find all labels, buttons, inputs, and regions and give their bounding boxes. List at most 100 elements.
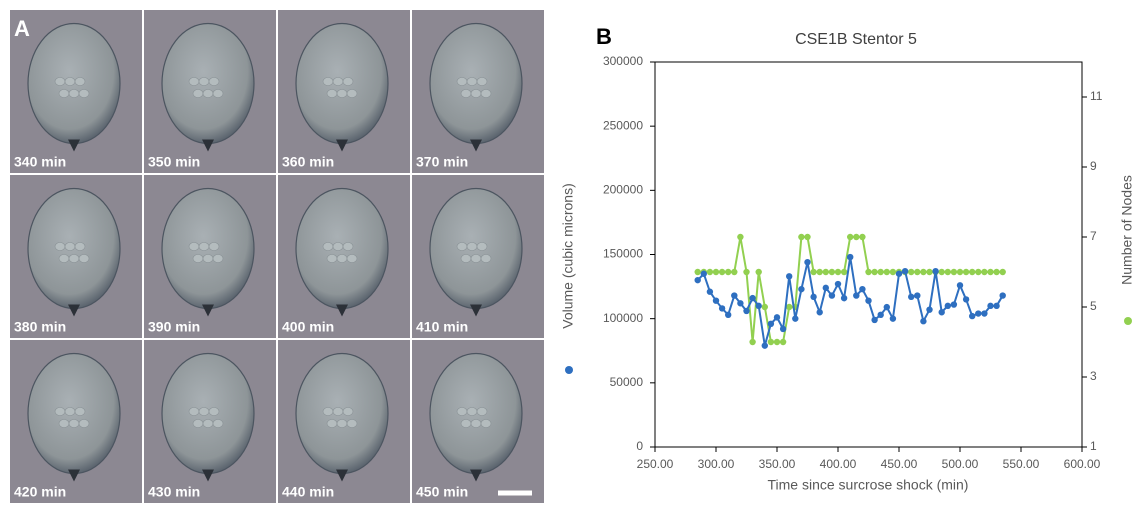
node [213, 255, 223, 263]
data-point [884, 269, 890, 275]
node [457, 78, 467, 86]
data-point [993, 303, 999, 309]
data-point [719, 269, 725, 275]
node [337, 420, 347, 428]
data-point [926, 306, 932, 312]
data-point [914, 269, 920, 275]
data-point [798, 286, 804, 292]
x-tick-label: 550.00 [1003, 457, 1040, 471]
frame-label: 410 min [416, 319, 468, 335]
node [467, 243, 477, 251]
data-point [780, 326, 786, 332]
node [79, 255, 89, 263]
data-point [823, 269, 829, 275]
node [193, 255, 203, 263]
data-point [993, 269, 999, 275]
x-tick-label: 600.00 [1064, 457, 1101, 471]
node [69, 255, 79, 263]
x-tick-label: 400.00 [820, 457, 857, 471]
plot-frame [655, 62, 1082, 447]
y2-tick-label: 5 [1090, 299, 1097, 313]
x-tick-label: 450.00 [881, 457, 918, 471]
node [65, 408, 75, 416]
node [79, 420, 89, 428]
x-axis-title: Time since surcrose shock (min) [768, 477, 969, 493]
series-line [698, 237, 1003, 342]
node [193, 420, 203, 428]
data-point [871, 317, 877, 323]
micrograph: 420 min [10, 340, 142, 503]
micrograph: 390 min [144, 175, 276, 338]
micrograph: 360 min [278, 10, 410, 173]
y-tick-label: 300000 [603, 54, 643, 68]
node [457, 408, 467, 416]
data-point [780, 339, 786, 345]
node [189, 408, 199, 416]
node [55, 78, 65, 86]
data-point [737, 300, 743, 306]
data-point [707, 289, 713, 295]
node [481, 255, 491, 263]
node [203, 420, 213, 428]
data-point [939, 309, 945, 315]
data-point [853, 234, 859, 240]
chart-title: CSE1B Stentor 5 [795, 31, 917, 48]
node [59, 420, 69, 428]
frame-label: 340 min [14, 154, 66, 170]
data-point [1000, 269, 1006, 275]
data-point [762, 342, 768, 348]
data-point [749, 295, 755, 301]
node [461, 255, 471, 263]
y-tick-label: 150000 [603, 247, 643, 261]
node [189, 243, 199, 251]
data-point [817, 309, 823, 315]
frame-label: 390 min [148, 319, 200, 335]
data-point [951, 301, 957, 307]
y2-tick-label: 9 [1090, 159, 1097, 173]
data-point [829, 269, 835, 275]
node [323, 243, 333, 251]
node [347, 420, 357, 428]
node [75, 408, 85, 416]
node [343, 78, 353, 86]
node [75, 78, 85, 86]
node [457, 243, 467, 251]
node [75, 243, 85, 251]
node [199, 243, 209, 251]
data-point [981, 310, 987, 316]
node [343, 243, 353, 251]
data-point [774, 314, 780, 320]
frame-label: 420 min [14, 484, 66, 500]
y2-tick-label: 7 [1090, 229, 1097, 243]
node [203, 255, 213, 263]
node [209, 408, 219, 416]
data-point [695, 277, 701, 283]
node [323, 78, 333, 86]
data-point [756, 269, 762, 275]
data-point [749, 339, 755, 345]
data-point [865, 298, 871, 304]
data-point [969, 313, 975, 319]
node [327, 90, 337, 98]
node [333, 78, 343, 86]
data-point [841, 269, 847, 275]
data-point [774, 339, 780, 345]
y-axis-title: Volume (cubic microns) [560, 183, 576, 374]
data-point [756, 303, 762, 309]
y2-axis-label: Number of Nodes [1119, 175, 1135, 285]
data-point [847, 254, 853, 260]
data-point [945, 269, 951, 275]
y-tick-label: 50000 [610, 375, 644, 389]
x-tick-label: 500.00 [942, 457, 979, 471]
frame-label: 440 min [282, 484, 334, 500]
data-point [725, 269, 731, 275]
frame-label: 360 min [282, 154, 334, 170]
node [65, 243, 75, 251]
y2-tick-label: 11 [1090, 89, 1103, 103]
data-point [731, 269, 737, 275]
data-point [987, 303, 993, 309]
data-point [792, 315, 798, 321]
data-point [810, 294, 816, 300]
y-tick-label: 250000 [603, 118, 643, 132]
